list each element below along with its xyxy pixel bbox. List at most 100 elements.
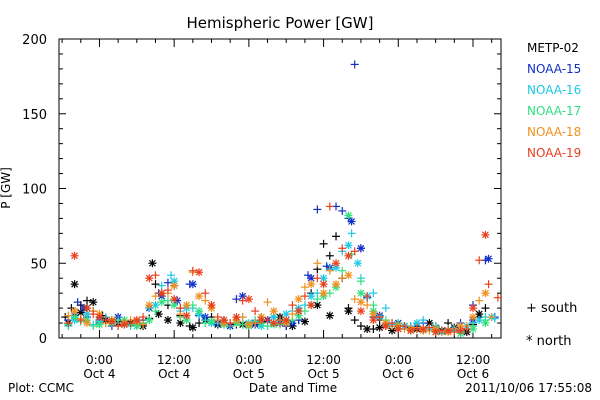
north-point <box>282 316 291 325</box>
south-point <box>300 283 309 292</box>
south-point <box>350 60 359 69</box>
south-point <box>251 319 260 328</box>
x-tick-date-label: Oct 6 <box>382 367 414 381</box>
north-point <box>332 259 341 268</box>
north-point <box>356 244 365 253</box>
series-legend: METP-02 NOAA-15 NOAA-16 NOAA-17 NOAA-18 NOAA-… <box>527 41 581 160</box>
x-tick-date-label: Oct 6 <box>457 367 489 381</box>
north-point <box>356 289 365 298</box>
north-point <box>356 298 365 307</box>
legend-entry: NOAA-18 <box>527 125 581 139</box>
north-point <box>188 323 197 332</box>
south-point <box>338 266 347 275</box>
south-point <box>319 239 328 248</box>
south-point <box>475 256 484 265</box>
south-point <box>325 202 334 211</box>
north-point <box>294 307 303 316</box>
x-tick-date-label: Oct 4 <box>158 367 190 381</box>
north-point <box>332 280 341 289</box>
south-point <box>313 259 322 268</box>
south-point <box>163 278 172 287</box>
y-axis-label: P [GW] <box>0 167 13 209</box>
south-point <box>388 319 397 328</box>
south-point <box>151 280 160 289</box>
north-point <box>83 304 92 313</box>
south-point <box>350 247 359 256</box>
south-point <box>313 295 322 304</box>
north-point <box>307 301 316 310</box>
chart-title: Hemispheric Power [GW] <box>187 14 374 32</box>
north-point <box>145 301 154 310</box>
north-point <box>363 325 372 334</box>
south-point <box>201 289 210 298</box>
south-point <box>425 323 434 332</box>
south-point <box>288 310 297 319</box>
south-point <box>89 322 98 331</box>
south-point <box>64 319 73 328</box>
north-point <box>481 289 490 298</box>
plot-frame <box>58 38 502 339</box>
south-point <box>151 292 160 301</box>
north-point <box>95 320 104 329</box>
north-point <box>195 292 204 301</box>
north-point <box>145 274 154 283</box>
south-point <box>313 205 322 214</box>
north-point <box>170 295 179 304</box>
north-point <box>195 307 204 316</box>
north-point <box>419 325 428 334</box>
north-point <box>148 259 157 268</box>
south-point <box>126 319 135 328</box>
x-tick-date-label: Oct 5 <box>307 367 339 381</box>
north-point <box>294 295 303 304</box>
north-point <box>481 230 490 239</box>
north-point <box>319 289 328 298</box>
north-point <box>207 301 216 310</box>
marker-legend-entry: * north <box>526 334 572 349</box>
y-tick-label: 150 <box>22 108 47 123</box>
north-point <box>132 316 141 325</box>
north-point <box>195 268 204 277</box>
south-point <box>481 304 490 313</box>
x-tick-time-label: 12:00 <box>456 353 491 367</box>
south-point <box>350 295 359 304</box>
south-point <box>356 277 365 286</box>
south-point <box>213 313 222 322</box>
north-point <box>244 295 253 304</box>
north-point <box>456 326 465 335</box>
north-point <box>188 280 197 289</box>
north-point <box>83 319 92 328</box>
x-tick-time-label: 0:00 <box>86 353 113 367</box>
south-point <box>347 229 356 238</box>
south-point <box>338 206 347 215</box>
north-point <box>300 317 309 326</box>
south-point <box>89 310 98 319</box>
south-point <box>251 307 260 316</box>
south-point <box>139 313 148 322</box>
x-axis-label: Date and Time <box>249 381 337 395</box>
south-point <box>400 322 409 331</box>
legend-entry: METP-02 <box>527 41 579 55</box>
south-point <box>493 293 502 302</box>
north-point <box>375 323 384 332</box>
south-point <box>157 281 166 290</box>
north-point <box>319 274 328 283</box>
south-point <box>226 319 235 328</box>
south-point <box>64 311 73 320</box>
marker-legend-entry: + south <box>526 301 577 316</box>
north-point <box>107 317 116 326</box>
north-point <box>394 325 403 334</box>
south-point <box>363 301 372 310</box>
north-point <box>170 301 179 310</box>
north-point <box>468 304 477 313</box>
north-point <box>344 271 353 280</box>
south-point <box>76 316 85 325</box>
south-point <box>163 296 172 305</box>
south-point <box>332 232 341 241</box>
north-point <box>381 322 390 331</box>
north-point <box>344 251 353 260</box>
south-point <box>356 322 365 331</box>
north-point <box>219 316 228 325</box>
legend-entry: NOAA-15 <box>527 62 581 76</box>
south-point <box>419 316 428 325</box>
